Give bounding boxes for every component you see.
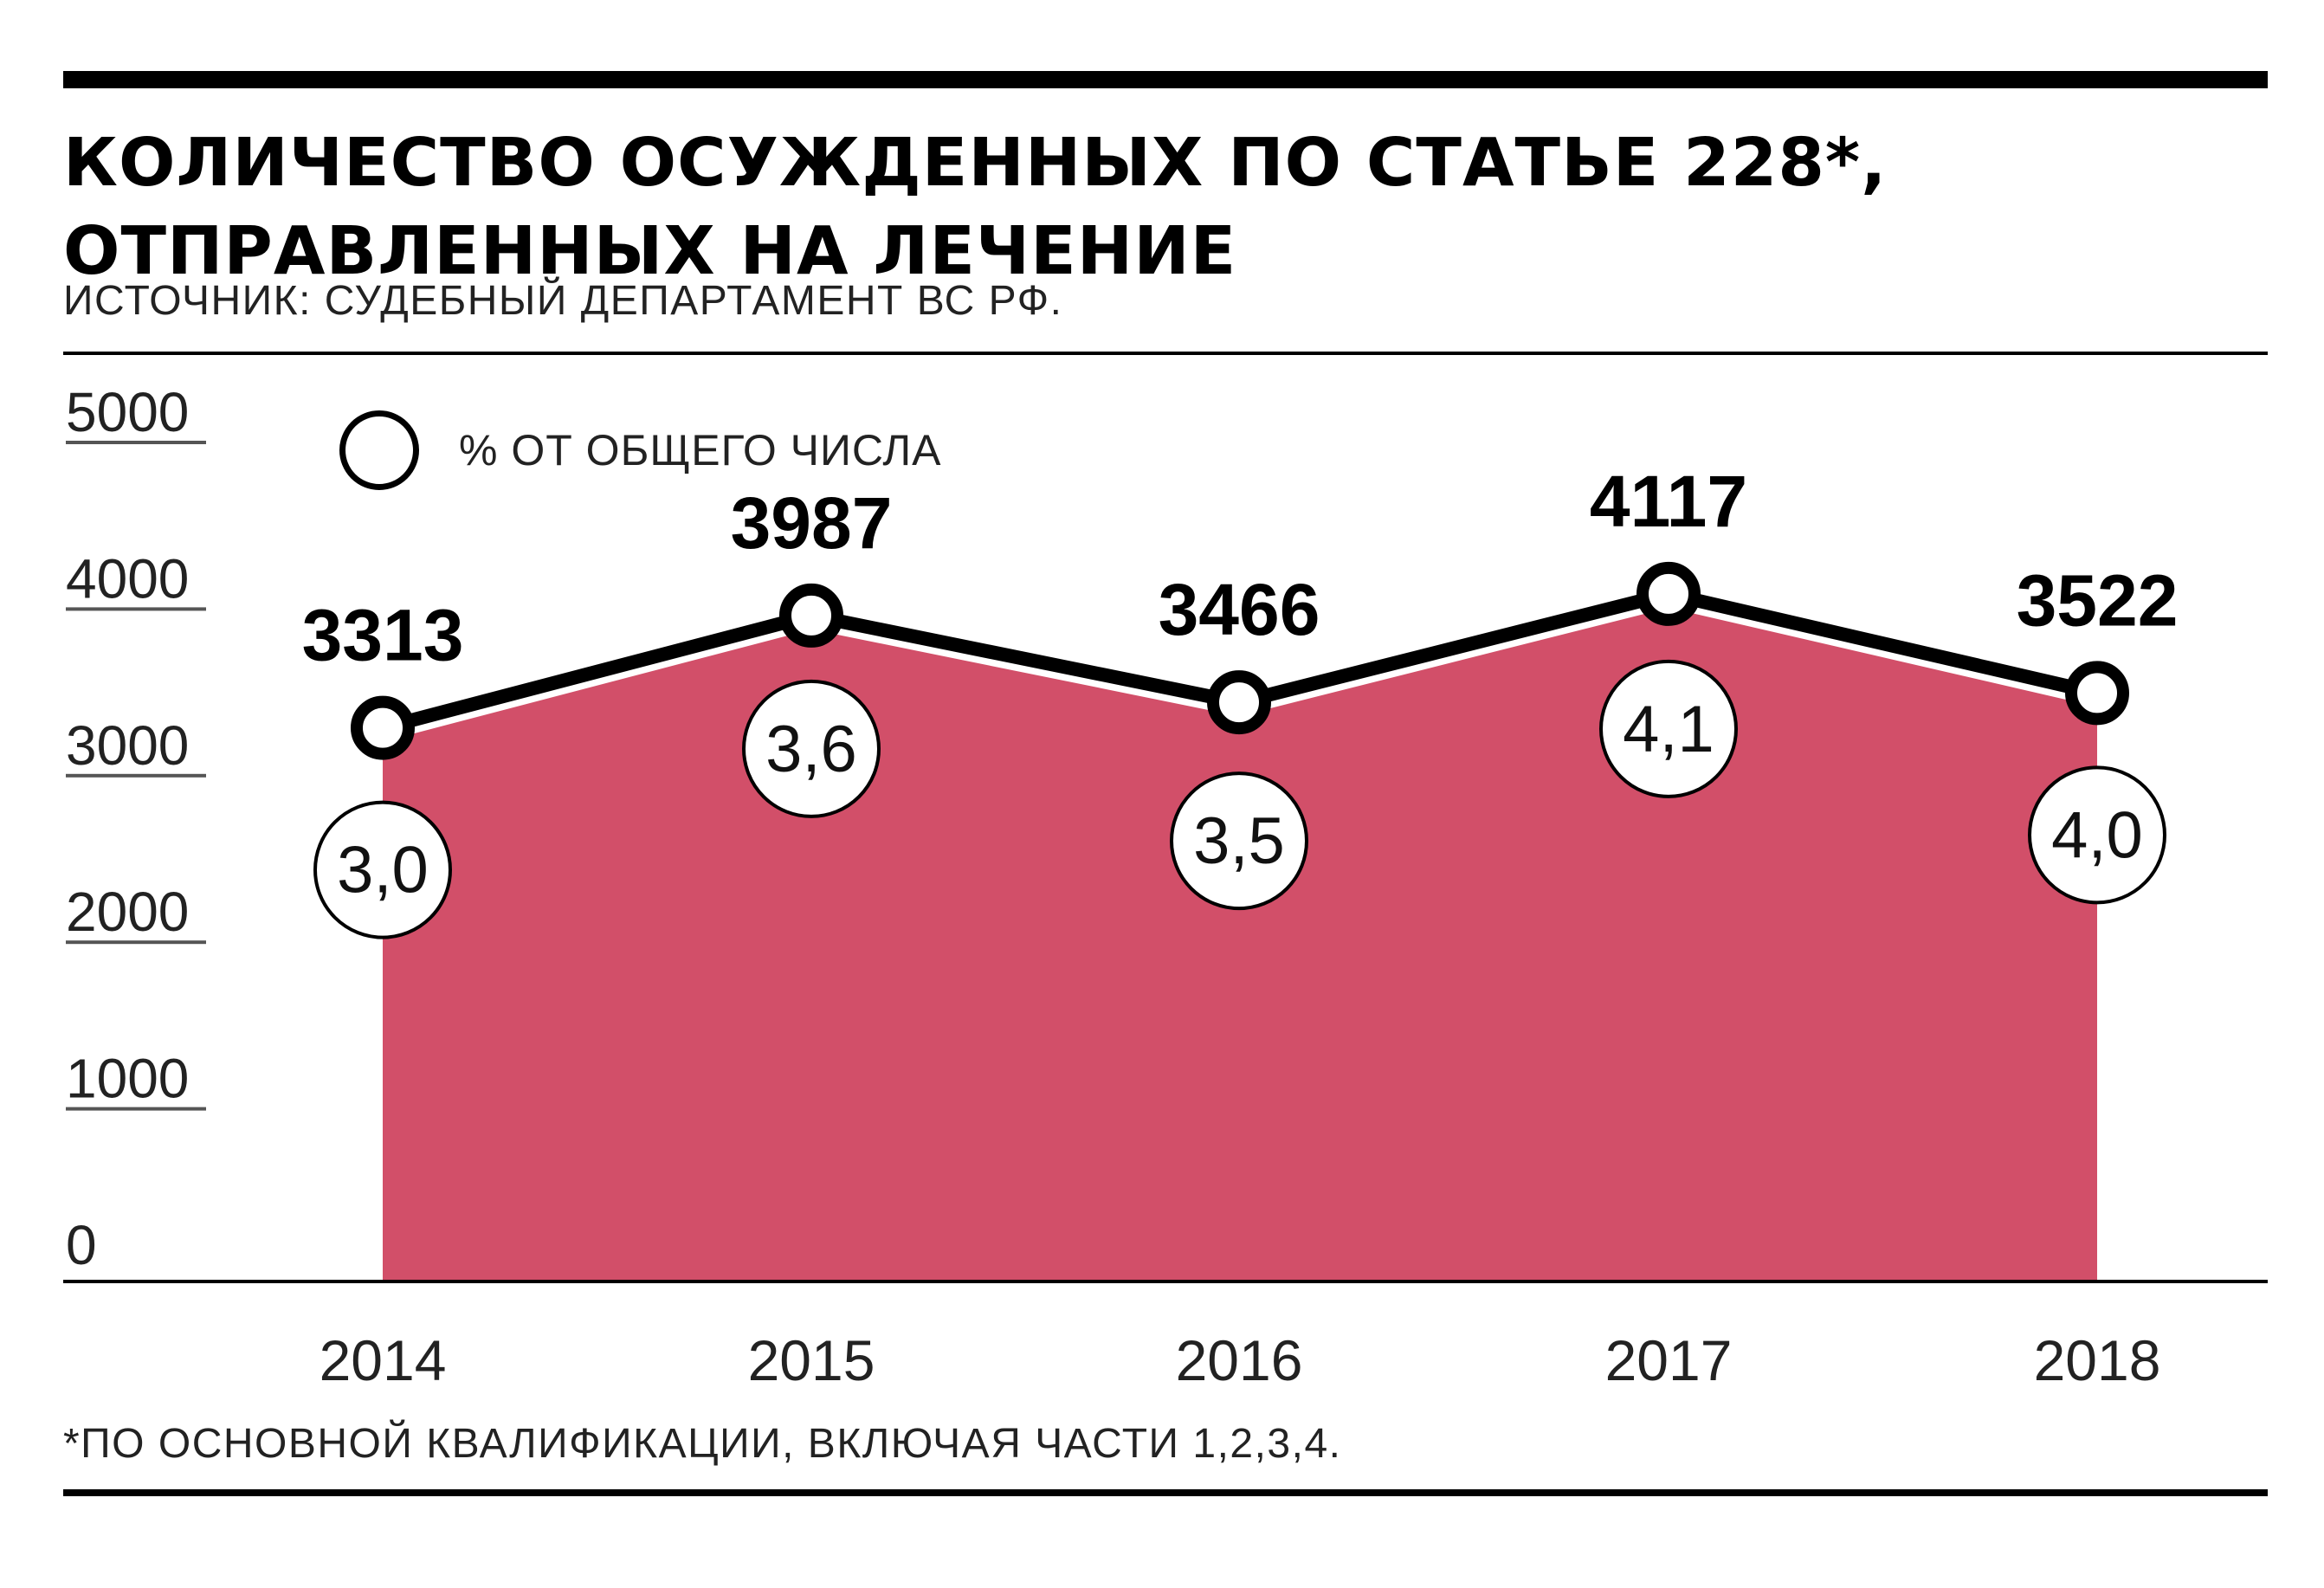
percent-label: 4,1 — [1623, 693, 1714, 766]
percent-bubble — [313, 800, 452, 939]
data-label: 4117 — [1590, 461, 1747, 542]
chart-subtitle: ИСТОЧНИК: СУДЕБНЫЙ ДЕПАРТАМЕНТ ВС РФ. — [63, 278, 1063, 324]
y-tick-line — [66, 441, 206, 444]
legend-circle-icon — [339, 410, 419, 490]
y-tick-label: 4000 — [66, 547, 189, 610]
data-label: 3987 — [731, 482, 893, 564]
y-tick-label: 0 — [66, 1214, 97, 1276]
y-tick-line — [66, 607, 206, 611]
data-label: 3522 — [2017, 559, 2179, 641]
chart-title: КОЛИЧЕСТВО ОСУЖДЕННЫХ ПО СТАТЬЕ 228*, ОТ… — [63, 125, 1888, 290]
x-tick-label: 2017 — [1605, 1328, 1733, 1392]
top-rule — [63, 71, 2268, 88]
data-point — [1207, 670, 1271, 735]
x-tick-label: 2018 — [2034, 1328, 2161, 1392]
y-tick-label: 3000 — [66, 714, 189, 777]
divider-rule — [63, 352, 2268, 355]
percent-label: 3,5 — [1193, 804, 1285, 878]
y-tick-label: 1000 — [66, 1048, 189, 1110]
data-point — [779, 583, 843, 648]
x-tick-label: 2015 — [748, 1328, 875, 1392]
data-point — [2065, 661, 2129, 726]
footnote: *ПО ОСНОВНОЙ КВАЛИФИКАЦИИ, ВКЛЮЧАЯ ЧАСТИ… — [63, 1421, 1342, 1467]
percent-bubble — [1599, 659, 1738, 798]
y-tick-line — [66, 1107, 206, 1111]
percent-bubble — [2028, 765, 2166, 905]
percent-label: 3,6 — [765, 713, 857, 786]
y-tick-line — [66, 773, 206, 778]
legend-label: % ОТ ОБЩЕГО ЧИСЛА — [459, 426, 942, 474]
x-tick-label: 2014 — [320, 1328, 447, 1392]
y-tick-line — [66, 940, 206, 945]
percent-label: 4,0 — [2051, 798, 2143, 872]
data-point — [1636, 561, 1701, 626]
data-label: 3466 — [1159, 569, 1320, 650]
percent-bubble — [1170, 771, 1308, 911]
x-tick-label: 2016 — [1176, 1328, 1303, 1392]
percent-bubble — [742, 679, 881, 818]
y-tick-label: 5000 — [66, 381, 189, 443]
y-tick-label: 2000 — [66, 881, 189, 943]
data-label: 3313 — [302, 595, 464, 676]
legend: % ОТ ОБЩЕГО ЧИСЛА — [339, 407, 942, 494]
data-point — [351, 695, 415, 760]
percent-label: 3,0 — [337, 834, 429, 907]
x-axis-line — [63, 1280, 2268, 1283]
bottom-rule — [63, 1489, 2268, 1496]
